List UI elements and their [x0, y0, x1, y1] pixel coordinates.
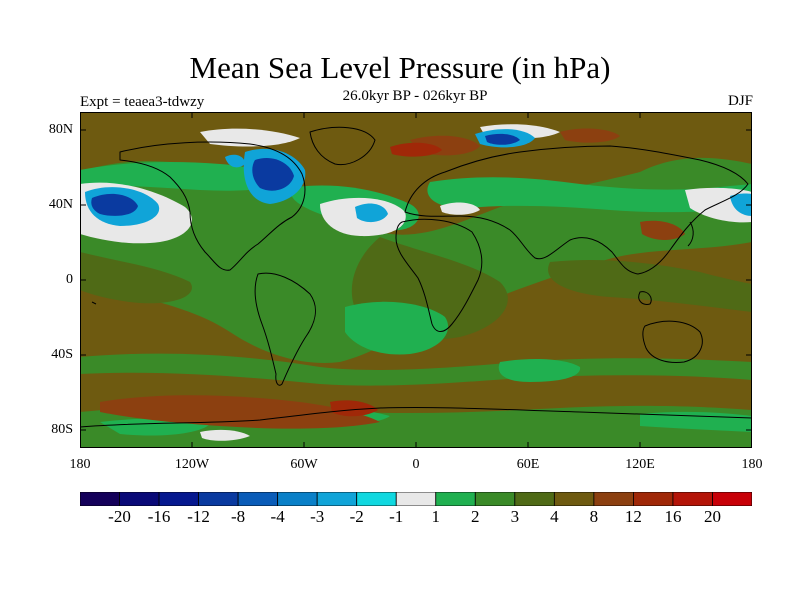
colorbar-swatch — [633, 492, 674, 506]
field-level-8 — [100, 128, 685, 429]
lat-label-40n: 40N — [48, 197, 73, 212]
lat-label-80s: 80S — [51, 422, 73, 437]
colorbar-label: 3 — [510, 507, 520, 526]
experiment-label: Expt = teaea3-tdwzy — [80, 94, 205, 110]
colorbar-label: -2 — [349, 507, 364, 526]
colorbar-label: 8 — [589, 507, 599, 526]
colorbar-swatch — [158, 492, 199, 506]
lon-label-60e: 60E — [516, 457, 540, 472]
colorbar-label: 1 — [431, 507, 441, 526]
colorbar-swatch — [672, 492, 713, 506]
lat-label-80n: 80N — [48, 122, 73, 137]
colorbar-swatch — [119, 492, 160, 506]
colorbar-swatch — [474, 492, 516, 506]
colorbar-label: -16 — [147, 507, 171, 526]
colorbar-label: 2 — [471, 507, 480, 526]
colorbar-swatch — [316, 492, 358, 506]
colorbar-label: -8 — [231, 507, 246, 526]
colorbar-swatch — [80, 492, 120, 506]
lon-label-60w: 60W — [290, 457, 318, 472]
colorbar-swatch — [514, 492, 555, 506]
colorbar-swatch — [712, 492, 752, 506]
lat-label-0: 0 — [66, 272, 73, 287]
lon-label-180e: 180 — [741, 457, 763, 472]
colorbar-swatch — [237, 492, 279, 506]
coastlines — [80, 126, 752, 428]
colorbar — [80, 492, 752, 506]
colorbar-swatch — [277, 492, 318, 506]
colorbar-swatch — [553, 492, 595, 506]
colorbar-label: -1 — [389, 507, 404, 526]
lon-label-120w: 120W — [174, 457, 210, 472]
colorbar-swatch — [356, 492, 397, 506]
colorbar-label: 20 — [703, 507, 721, 526]
colorbar-label: -4 — [270, 507, 285, 526]
colorbar-label: -12 — [187, 507, 210, 526]
field-level-12 — [330, 142, 442, 417]
field-negative-blue — [91, 133, 520, 216]
chart-title: Mean Sea Level Pressure (in hPa) — [189, 50, 611, 85]
colorbar-label: -20 — [108, 507, 131, 526]
lon-label-120e: 120E — [625, 457, 655, 472]
season-label: DJF — [727, 93, 753, 109]
chart-subtitle: 26.0kyr BP - 026kyr BP — [342, 88, 488, 104]
axis-ticks — [80, 112, 752, 448]
colorbar-label: -3 — [310, 507, 325, 526]
colorbar-swatch — [435, 492, 476, 506]
pressure-map — [80, 112, 752, 448]
colorbar-swatch — [395, 492, 437, 506]
lon-label-0: 0 — [412, 457, 420, 472]
colorbar-label: 12 — [624, 507, 642, 526]
colorbar-swatch — [198, 492, 239, 506]
lon-label-180w: 180 — [69, 457, 91, 472]
colorbar-swatch — [593, 492, 634, 506]
colorbar-label: 16 — [664, 507, 682, 526]
lat-label-40s: 40S — [51, 347, 73, 362]
colorbar-label: 4 — [550, 507, 559, 526]
